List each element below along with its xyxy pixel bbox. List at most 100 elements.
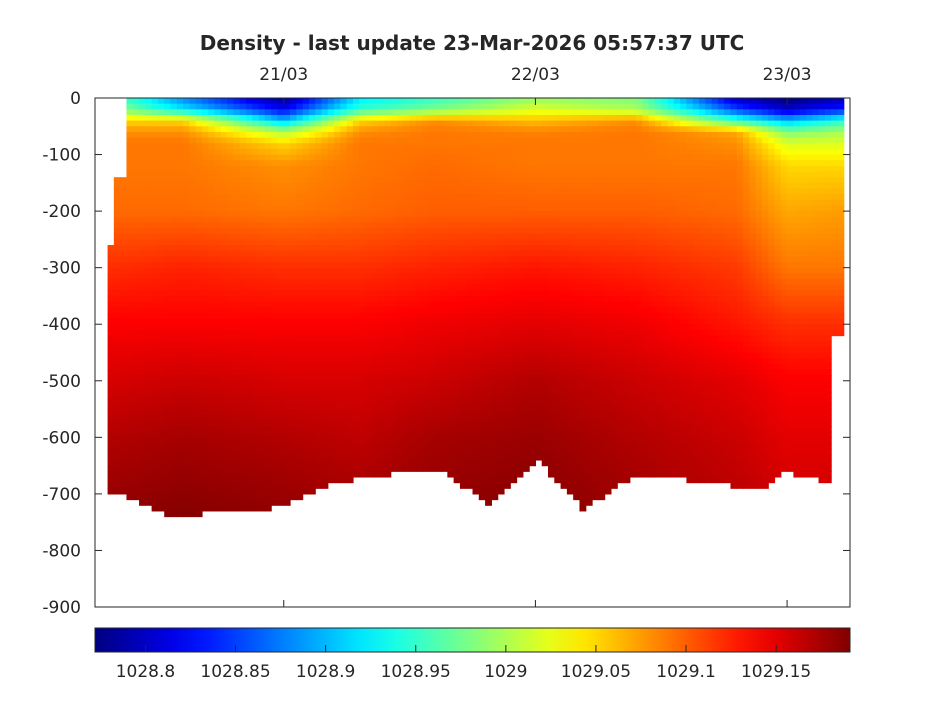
heatmap-cell	[145, 131, 153, 139]
heatmap-cell	[132, 171, 140, 178]
heatmap-cell	[151, 295, 159, 303]
heatmap-cell	[176, 188, 184, 195]
heatmap-cell	[233, 165, 241, 173]
heatmap-cell	[139, 245, 146, 252]
heatmap-cell	[189, 131, 197, 139]
heatmap-cell	[441, 222, 448, 229]
heatmap-cell	[403, 182, 411, 190]
heatmap-cell	[497, 137, 505, 144]
heatmap-cell	[340, 228, 348, 235]
heatmap-cell	[409, 278, 417, 286]
heatmap-cell	[365, 273, 373, 280]
heatmap-cell	[214, 120, 222, 127]
heatmap-cell	[340, 442, 348, 450]
heatmap-cell	[422, 114, 430, 122]
heatmap-cell	[139, 448, 146, 455]
heatmap-cell	[157, 459, 165, 467]
heatmap-cell	[315, 386, 323, 393]
heatmap-cell	[434, 290, 442, 297]
heatmap-cell	[157, 397, 165, 404]
heatmap-cell	[201, 301, 209, 308]
heatmap-cell	[459, 295, 467, 303]
heatmap-cell	[315, 120, 323, 127]
heatmap-cell	[195, 448, 203, 455]
heatmap-cell	[157, 437, 165, 444]
heatmap-cell	[472, 465, 480, 472]
heatmap-cell	[189, 177, 197, 184]
heatmap-cell	[214, 352, 222, 359]
heatmap-cell	[478, 160, 486, 167]
heatmap-cell	[409, 205, 417, 212]
heatmap-cell	[120, 177, 128, 184]
heatmap-cell	[139, 437, 146, 444]
heatmap-cell	[208, 154, 216, 161]
heatmap-cell	[428, 228, 436, 235]
heatmap-cell	[447, 228, 455, 235]
heatmap-cell	[246, 505, 253, 512]
heatmap-cell	[220, 137, 228, 144]
heatmap-cell	[283, 471, 291, 478]
heatmap-cell	[189, 148, 197, 156]
heatmap-cell	[485, 493, 492, 501]
heatmap-cell	[346, 109, 354, 116]
heatmap-cell	[491, 188, 499, 195]
heatmap-cell	[164, 160, 172, 167]
heatmap-cell	[151, 454, 159, 461]
heatmap-cell	[113, 375, 121, 382]
heatmap-cell	[346, 131, 354, 139]
heatmap-cell	[434, 228, 442, 235]
heatmap-cell	[315, 165, 323, 173]
heatmap-cell	[189, 409, 197, 416]
heatmap-cell	[491, 335, 499, 342]
heatmap-cell	[497, 488, 505, 495]
heatmap-cell	[459, 154, 467, 161]
heatmap-cell	[113, 318, 121, 325]
heatmap-cell	[164, 137, 172, 144]
heatmap-cell	[554, 284, 562, 291]
heatmap-cell	[503, 154, 511, 161]
heatmap-cell	[239, 369, 247, 376]
heatmap-cell	[535, 454, 543, 461]
heatmap-cell	[466, 278, 474, 286]
heatmap-cell	[246, 205, 253, 212]
heatmap-cell	[252, 114, 260, 122]
heatmap-cell	[327, 459, 335, 467]
heatmap-cell	[485, 131, 492, 139]
heatmap-cell	[227, 448, 235, 455]
heatmap-cell	[403, 131, 411, 139]
heatmap-cell	[113, 188, 121, 195]
heatmap-cell	[409, 126, 417, 133]
heatmap-cell	[227, 476, 235, 484]
heatmap-cell	[478, 278, 486, 286]
heatmap-cell	[113, 290, 121, 297]
heatmap-cell	[195, 420, 203, 427]
heatmap-cell	[277, 437, 285, 444]
heatmap-cell	[346, 211, 354, 218]
heatmap-cell	[283, 346, 291, 354]
heatmap-cell	[497, 363, 505, 371]
heatmap-cell	[352, 284, 360, 291]
heatmap-cell	[170, 375, 178, 382]
heatmap-cell	[145, 426, 153, 433]
heatmap-cell	[365, 369, 373, 376]
heatmap-cell	[503, 409, 511, 416]
heatmap-cell	[302, 239, 310, 246]
heatmap-cell	[459, 437, 467, 444]
heatmap-cell	[541, 199, 549, 207]
heatmap-cell	[157, 211, 165, 218]
heatmap-cell	[491, 295, 499, 303]
heatmap-cell	[214, 262, 222, 269]
heatmap-cell	[447, 295, 455, 303]
heatmap-cell	[233, 369, 241, 376]
heatmap-cell	[491, 239, 499, 246]
heatmap-cell	[472, 222, 480, 229]
heatmap-cell	[176, 267, 184, 274]
heatmap-cell	[258, 352, 266, 359]
heatmap-cell	[132, 250, 140, 257]
heatmap-cell	[264, 375, 272, 382]
heatmap-cell	[472, 471, 480, 478]
heatmap-cell	[252, 233, 260, 240]
heatmap-cell	[183, 233, 190, 240]
heatmap-cell	[195, 267, 203, 274]
heatmap-cell	[478, 335, 486, 342]
